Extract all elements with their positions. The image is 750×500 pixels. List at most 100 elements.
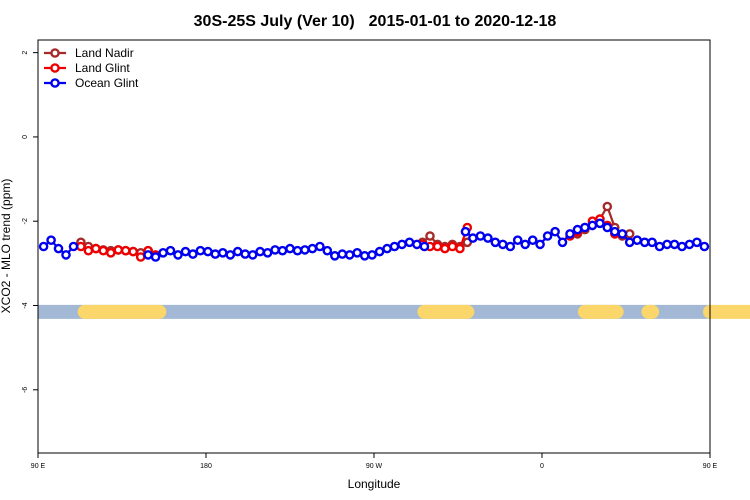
data-point [662, 239, 672, 250]
data-point [217, 247, 228, 258]
data-point [180, 246, 191, 257]
chart-title: 30S-25S July (Ver 10) 2015-01-01 to 2020-… [194, 13, 557, 30]
data-point [602, 222, 613, 233]
data-point [232, 246, 243, 257]
data-point [587, 220, 598, 231]
x-tick-label: 90 E [31, 463, 46, 470]
data-point [91, 243, 101, 254]
data-point [135, 252, 146, 262]
chart-title-region: 30S-25S July (Ver 10) [194, 13, 355, 30]
data-point [225, 250, 236, 260]
legend-label: Ocean Glint [75, 76, 139, 90]
data-point [83, 245, 94, 256]
data-point [262, 247, 273, 258]
data-point [632, 235, 643, 245]
x-axis: 90 E 180 90 W 0 90 E [31, 453, 718, 470]
data-point [38, 241, 49, 252]
legend-label: Land Glint [75, 61, 130, 75]
data-point [497, 239, 508, 250]
data-point [684, 239, 695, 250]
legend-item: Land Glint [44, 61, 130, 75]
data-point [255, 246, 265, 257]
data-point [447, 241, 458, 252]
series-ocean-glint [38, 218, 710, 262]
data-point [550, 226, 560, 237]
data-point [76, 241, 86, 252]
data-point [367, 250, 377, 260]
x-tick-label: 180 [200, 463, 212, 470]
data-point [307, 243, 318, 254]
y-axis-label: XCO2 - MLO trend (ppm) [0, 179, 13, 314]
data-point [270, 245, 280, 255]
data-point [337, 249, 348, 259]
y-tick-label: 0 [22, 135, 29, 139]
legend-item: Ocean Glint [44, 76, 139, 90]
data-point [580, 222, 590, 233]
data-point [329, 250, 340, 261]
data-point [617, 229, 628, 239]
data-point [610, 226, 620, 237]
data-point [188, 249, 198, 259]
data-point [315, 241, 325, 252]
legend-item: Land Nadir [44, 46, 134, 60]
data-point [173, 250, 183, 260]
data-point [512, 235, 523, 245]
y-tick-label: -6 [22, 387, 29, 393]
data-point [654, 241, 665, 252]
x-tick-label: 0 [540, 463, 544, 470]
data-point [535, 239, 545, 250]
data-point [106, 247, 116, 258]
data-point [98, 245, 109, 256]
legend-swatch-marker [50, 48, 60, 58]
x-axis-label: Longitude [348, 477, 401, 491]
legend-swatch-marker [50, 78, 60, 88]
y-tick-label: 2 [22, 51, 29, 55]
data-point [624, 229, 635, 239]
data-point [322, 245, 333, 256]
x-tick-label: 90 W [366, 463, 383, 470]
data-point [195, 245, 206, 256]
data-point [412, 239, 422, 250]
data-point [520, 239, 531, 250]
data-point [300, 245, 310, 255]
data-point [432, 241, 443, 252]
data-point [624, 237, 635, 248]
data-point [404, 237, 415, 248]
data-point [374, 246, 385, 257]
data-point [557, 237, 568, 248]
data-point [542, 231, 553, 241]
data-point [699, 241, 710, 252]
data-point [113, 245, 124, 255]
legend-label: Land Nadir [75, 46, 134, 60]
y-axis: 2 0 -2 -4 -6 [22, 51, 38, 393]
y-tick-label: -4 [22, 302, 29, 308]
data-point [677, 241, 687, 252]
data-point [46, 235, 56, 245]
data-point [150, 252, 161, 262]
data-point [53, 243, 64, 254]
data-point [527, 235, 538, 245]
data-point [565, 229, 575, 239]
data-point [595, 218, 605, 229]
data-point [285, 243, 295, 254]
data-point [425, 231, 435, 241]
data-point [440, 243, 450, 254]
data-point [419, 241, 430, 252]
data-point [639, 237, 650, 248]
data-point [505, 241, 516, 252]
data-point [120, 245, 131, 256]
data-point [490, 237, 501, 248]
data-point [389, 241, 400, 252]
series-land-nadir [76, 201, 635, 258]
data-point [210, 249, 221, 259]
data-point [165, 245, 176, 256]
data-point [292, 245, 303, 256]
data-point [277, 245, 288, 256]
data-point [247, 250, 258, 260]
plot-frame [37, 39, 711, 454]
data-point [203, 246, 213, 257]
data-point [602, 201, 613, 212]
data-point [382, 243, 392, 254]
